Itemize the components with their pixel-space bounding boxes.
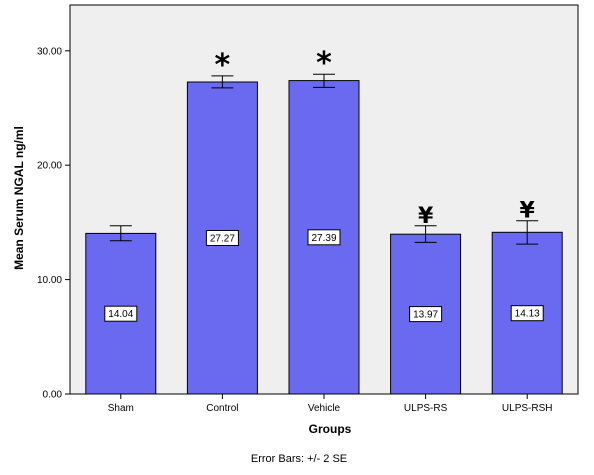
axes-layer: Sham Control Vehicle ULPS-RS ULPS-RSH 0.00 10.… — [37, 46, 553, 414]
data-label: 13.97 — [413, 310, 438, 321]
data-label-box — [104, 305, 138, 322]
data-label: 14.04 — [108, 309, 133, 320]
bar-group: 13.97 ¥ — [390, 204, 462, 395]
data-label: 27.39 — [311, 233, 336, 244]
significance-asterisk: * — [215, 48, 231, 83]
x-tick-label: Vehicle — [308, 403, 341, 414]
bar-group: 14.13 ¥ — [491, 199, 563, 395]
y-tick-label: 10.00 — [37, 275, 62, 286]
y-tick-label: 0.00 — [43, 390, 63, 401]
y-axis-title: Mean Serum NGAL ng/ml — [12, 126, 26, 270]
y-tick-label: 20.00 — [37, 161, 62, 172]
data-label: 14.13 — [515, 309, 540, 320]
y-tick-label: 30.00 — [37, 46, 62, 57]
bars-layer: 14.04 27.27 * 27.39 * 13.97 ¥14.13 ¥ — [85, 46, 563, 395]
data-label: 27.27 — [210, 234, 235, 245]
bar-group: 27.39 * — [288, 46, 360, 395]
data-label-box — [307, 229, 341, 246]
bar-group: 27.27 * — [186, 48, 258, 395]
data-label-box — [205, 230, 239, 246]
significance-asterisk: * — [316, 46, 332, 81]
significance-yen: ¥ — [520, 199, 536, 224]
data-label-box — [510, 305, 544, 322]
x-tick-label: ULPS-RSH — [502, 403, 553, 414]
x-tick-label: ULPS-RS — [404, 403, 448, 414]
bar-group: 14.04 — [85, 225, 157, 395]
data-label-box — [409, 306, 443, 323]
significance-yen: ¥ — [418, 204, 434, 229]
x-axis-title: Groups — [309, 422, 352, 436]
error-bars-note: Error Bars: +/- 2 SE — [251, 453, 347, 465]
x-tick-label: Control — [206, 403, 238, 414]
x-tick-label: Sham — [108, 403, 134, 414]
